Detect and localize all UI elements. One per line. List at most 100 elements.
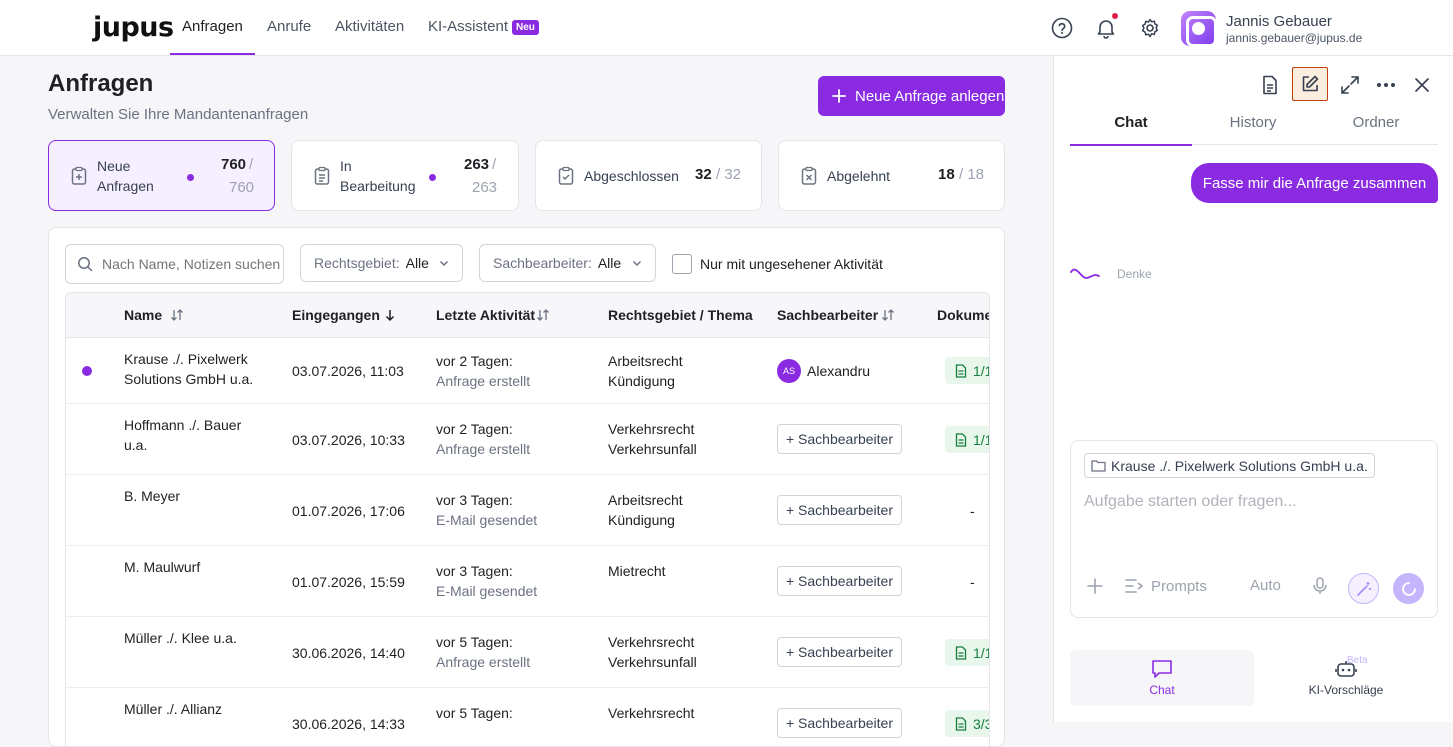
- stat-value: 18: [938, 166, 955, 183]
- table-row[interactable]: B. Meyer 01.07.2026, 17:06 vor 3 Tagen: …: [66, 475, 989, 546]
- model-selector[interactable]: Auto: [1250, 577, 1281, 594]
- row-activity-detail: E-Mail gesendet: [436, 583, 538, 599]
- assign-button[interactable]: + Sachbearbeiter: [777, 424, 902, 454]
- column-header-name[interactable]: Name: [124, 307, 163, 323]
- unseen-activity-label[interactable]: Nur mit ungesehener Aktivität: [700, 256, 883, 272]
- page-title: Anfragen: [48, 70, 154, 97]
- context-chip[interactable]: Krause ./. Pixelwerk Solutions GmbH u.a.: [1084, 453, 1375, 478]
- clipboard-check-icon: [556, 166, 576, 186]
- microphone-icon[interactable]: [1312, 577, 1328, 595]
- nav-item-anfragen[interactable]: Anfragen: [182, 18, 243, 35]
- row-activity-detail: Anfrage erstellt: [436, 441, 531, 457]
- jupus-logo[interactable]: jupus: [93, 12, 174, 43]
- table-row[interactable]: Müller ./. Allianz 30.06.2026, 14:33 vor…: [66, 688, 989, 746]
- document-icon[interactable]: [1259, 74, 1281, 96]
- context-chip-label: Krause ./. Pixelwerk Solutions GmbH u.a.: [1111, 457, 1368, 474]
- chat-input[interactable]: Aufgabe starten oder fragen...: [1084, 493, 1297, 510]
- assign-button[interactable]: + Sachbearbeiter: [777, 495, 902, 525]
- expand-icon[interactable]: [1339, 74, 1361, 96]
- row-area: Arbeitsrecht: [608, 353, 683, 369]
- tab-ordner[interactable]: Ordner: [1352, 114, 1400, 131]
- document-icon: [955, 716, 967, 731]
- assign-button[interactable]: + Sachbearbeiter: [777, 566, 902, 596]
- row-name: Müller ./. Allianz: [124, 701, 223, 717]
- table-row[interactable]: Müller ./. Klee u.a. 30.06.2026, 14:40 v…: [66, 617, 989, 688]
- row-activity-detail: Anfrage erstellt: [436, 654, 531, 670]
- prompts-icon: [1125, 579, 1144, 593]
- user-chat-message: Fasse mir die Anfrage zusammen: [1191, 163, 1438, 203]
- rechtsgebiet-filter[interactable]: Rechtsgebiet: Alle: [300, 244, 463, 282]
- magic-wand-button[interactable]: [1348, 573, 1379, 604]
- user-avatar[interactable]: [1181, 11, 1217, 47]
- unseen-activity-checkbox[interactable]: [672, 254, 692, 274]
- column-header-last-activity[interactable]: Letzte Aktivität: [436, 307, 536, 323]
- user-email: jannis.gebauer@jupus.de: [1226, 31, 1363, 45]
- stat-total: /: [249, 156, 254, 173]
- table-row[interactable]: Hoffmann ./. Bauer u.a. 03.07.2026, 10:3…: [66, 404, 989, 475]
- chevron-down-icon: [631, 257, 643, 269]
- table-row[interactable]: Krause ./. Pixelwerk Solutions GmbH u.a.…: [66, 338, 989, 404]
- row-area: Mietrecht: [608, 563, 666, 579]
- tab-divider: [1070, 144, 1438, 145]
- stat-card-rejected[interactable]: Abgelehnt 18 / 18: [778, 140, 1005, 211]
- row-assignee[interactable]: Alexandru: [807, 363, 871, 379]
- documents-count: -: [970, 503, 975, 519]
- bottom-nav-ki-vorschlaege[interactable]: KI-Vorschläge: [1254, 650, 1438, 706]
- documents-badge[interactable]: 1/1: [945, 426, 989, 453]
- close-icon[interactable]: [1411, 74, 1433, 96]
- row-area: Verkehrsrecht: [608, 705, 695, 721]
- stat-card-new[interactable]: Neue Anfragen 760 / 760: [48, 140, 275, 211]
- stat-label: Bearbeitung: [340, 178, 416, 194]
- more-options-icon[interactable]: [1375, 74, 1397, 96]
- documents-badge[interactable]: 1/1: [945, 357, 989, 384]
- requests-table-card: Rechtsgebiet: Alle Sachbearbeiter: Alle …: [48, 227, 1005, 747]
- row-date: 03.07.2026, 10:33: [292, 432, 405, 448]
- send-button[interactable]: [1393, 573, 1424, 604]
- nav-item-aktivitaeten[interactable]: Aktivitäten: [335, 18, 405, 35]
- assistant-panel: Chat History Ordner Fasse mir die Anfrag…: [1053, 56, 1453, 722]
- stat-label: Abgeschlossen: [584, 168, 679, 184]
- row-area: Verkehrsrecht: [608, 634, 695, 650]
- filter-value: Alle: [405, 255, 429, 271]
- nav-item-ki-assistent[interactable]: KI-Assistent: [428, 18, 509, 35]
- search-icon: [77, 256, 93, 272]
- tab-chat[interactable]: Chat: [1114, 114, 1148, 131]
- add-attachment-icon[interactable]: [1086, 577, 1104, 595]
- column-header-area: Rechtsgebiet / Thema: [608, 307, 753, 323]
- assign-button[interactable]: + Sachbearbeiter: [777, 637, 902, 667]
- assign-button[interactable]: + Sachbearbeiter: [777, 708, 902, 738]
- row-date: 30.06.2026, 14:33: [292, 716, 405, 732]
- document-icon: [955, 645, 967, 660]
- sachbearbeiter-filter[interactable]: Sachbearbeiter: Alle: [479, 244, 656, 282]
- nav-item-anrufe[interactable]: Anrufe: [267, 18, 312, 35]
- stat-label: Anfragen: [97, 178, 154, 194]
- user-name[interactable]: Jannis Gebauer: [1226, 13, 1332, 30]
- help-icon[interactable]: [1051, 17, 1073, 39]
- thinking-status: Denke: [1117, 267, 1152, 281]
- search-input[interactable]: [65, 244, 284, 284]
- tab-history[interactable]: History: [1229, 114, 1277, 131]
- new-badge: Neu: [512, 20, 539, 35]
- table-row[interactable]: M. Maulwurf 01.07.2026, 15:59 vor 3 Tage…: [66, 546, 989, 617]
- chat-bubble-icon: [1152, 660, 1172, 678]
- gear-icon[interactable]: [1139, 17, 1161, 39]
- column-header-assignee[interactable]: Sachbearbeiter: [777, 307, 879, 323]
- bell-icon[interactable]: [1095, 17, 1117, 39]
- stat-card-closed[interactable]: Abgeschlossen 32 / 32: [535, 140, 762, 211]
- documents-count: -: [970, 574, 975, 590]
- sort-icon[interactable]: [880, 307, 896, 323]
- prompts-button[interactable]: Prompts: [1125, 577, 1207, 595]
- row-topic: Kündigung: [608, 512, 675, 528]
- edit-icon[interactable]: [1292, 67, 1328, 101]
- new-request-button[interactable]: Neue Anfrage anlegen: [818, 76, 1005, 116]
- sort-icon[interactable]: [169, 307, 185, 323]
- sort-icon[interactable]: [535, 307, 551, 323]
- documents-badge[interactable]: 3/3: [945, 710, 989, 737]
- stat-card-in-progress[interactable]: In Bearbeitung 263 / 263: [291, 140, 519, 211]
- column-header-received[interactable]: Eingegangen: [292, 307, 380, 323]
- row-name: M. Maulwurf: [124, 559, 201, 575]
- clipboard-plus-icon: [69, 166, 89, 186]
- sort-descending-icon[interactable]: [382, 307, 398, 323]
- bottom-nav-chat[interactable]: Chat: [1070, 650, 1254, 706]
- documents-badge[interactable]: 1/1: [945, 639, 989, 666]
